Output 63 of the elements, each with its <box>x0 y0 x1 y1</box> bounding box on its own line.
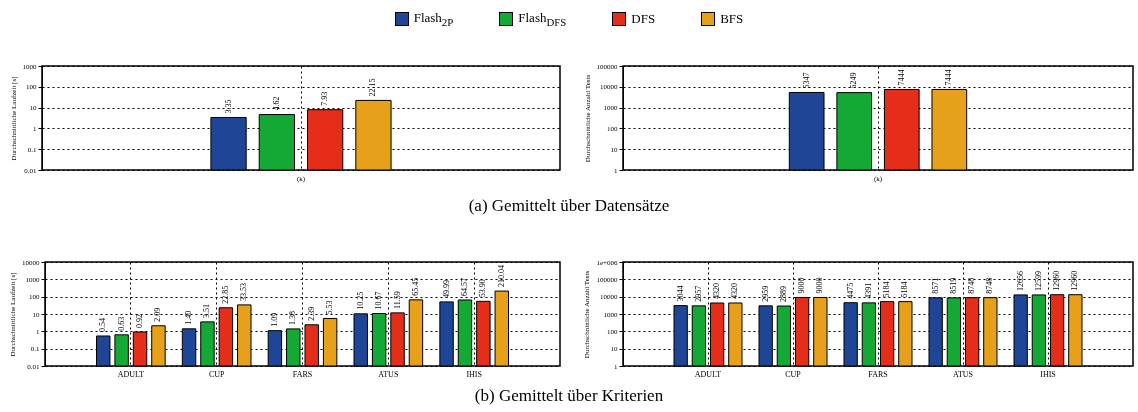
data-label: 5347 <box>801 72 811 89</box>
legend-label: BFS <box>720 10 744 27</box>
data-label: 49.99 <box>441 279 451 298</box>
data-label: 0.54 <box>98 317 108 332</box>
data-label: 210.04 <box>496 265 506 288</box>
data-label: 12960 <box>1070 270 1080 291</box>
text: (b) Gemittelt über Kriterien <box>473 386 665 406</box>
data-label: 4475 <box>845 282 855 299</box>
x-tick-label: ATUS <box>378 369 399 379</box>
data-label: 4391 <box>863 282 873 299</box>
x-tick-label: ADULT <box>117 369 145 379</box>
legend-label: DFS <box>631 10 656 27</box>
data-label: 5.53 <box>325 300 335 315</box>
data-label: 22.85 <box>220 285 230 304</box>
x-tick-label: IHIS <box>466 369 482 379</box>
x-tick-label: FARS <box>868 369 888 379</box>
data-label: 10.67 <box>374 291 384 310</box>
data-label: 1.38 <box>288 310 298 325</box>
legend-label: Flash$_{DFS}$ <box>518 10 567 28</box>
data-label: 65.45 <box>410 277 420 296</box>
x-tick-label: ATUS <box>952 369 974 379</box>
data-label: 11.59 <box>392 291 402 309</box>
data-label: 53.90 <box>478 279 488 298</box>
data-label: 4.62 <box>271 96 281 111</box>
data-label: 4320 <box>712 282 722 299</box>
data-label: 10.25 <box>355 291 365 310</box>
data-label: 9000 <box>815 277 825 294</box>
data-label: 12656 <box>1015 270 1025 291</box>
data-label: 12960 <box>1052 270 1062 291</box>
data-label: 22.15 <box>368 78 378 97</box>
data-label: 64.57 <box>459 277 469 296</box>
data-label: 1.40 <box>184 310 194 325</box>
data-label: 3.35 <box>223 99 233 114</box>
x-tick-label: CUP <box>785 369 802 379</box>
data-label: 2.39 <box>306 306 316 321</box>
legend-label: Flash$_{2P}$ <box>413 10 454 28</box>
data-label: 8748 <box>967 277 977 294</box>
data-label: 7.93 <box>320 91 330 106</box>
data-label: 2.09 <box>153 307 163 322</box>
x-tick-label: FARS <box>292 369 313 379</box>
x-tick-label: ADULT <box>694 369 722 379</box>
x-tick-label: CUP <box>208 369 225 379</box>
data-label: 12599 <box>1033 270 1043 291</box>
data-label: 5184 <box>900 281 910 298</box>
data-label: 3044 <box>675 285 685 302</box>
text: (a) Gemittelt über Datensätze <box>467 196 671 216</box>
data-label: 2957 <box>693 285 703 302</box>
data-label: 5249 <box>849 72 859 89</box>
data-label: 7444 <box>944 69 954 86</box>
data-label: 7444 <box>896 69 906 86</box>
data-label: 33.53 <box>239 282 249 301</box>
data-label: 9000 <box>797 277 807 294</box>
data-label: 0.63 <box>116 316 126 331</box>
data-label: 8519 <box>948 277 958 294</box>
data-label: 0.92 <box>135 313 145 328</box>
data-label: 4320 <box>730 282 740 299</box>
data-label: 8571 <box>930 277 940 294</box>
data-label: 5184 <box>882 281 892 298</box>
data-label: 2959 <box>760 285 770 302</box>
x-tick-label: IHIS <box>1040 369 1056 379</box>
data-label: 3.51 <box>202 303 212 318</box>
data-label: 8748 <box>985 277 995 294</box>
data-label: 2889 <box>778 286 788 303</box>
